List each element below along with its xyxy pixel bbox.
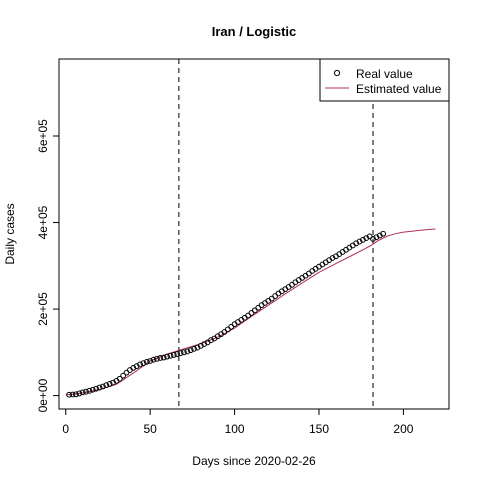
real-value-point	[137, 361, 143, 368]
real-value-point	[69, 391, 76, 398]
x-tick-label: 200	[393, 422, 413, 436]
chart-title: Iran / Logistic	[212, 24, 297, 39]
y-tick-label: 4e+05	[36, 205, 50, 239]
estimated-value-line	[65, 228, 436, 396]
x-tick-label: 0	[62, 422, 69, 436]
real-value-point	[66, 391, 73, 398]
real-value-point	[106, 381, 113, 387]
real-value-point	[187, 347, 194, 354]
real-value-point	[120, 372, 127, 379]
legend-estimated-label: Estimated value	[356, 82, 442, 96]
real-value-point	[72, 391, 79, 398]
real-value-point	[170, 352, 177, 358]
legend-real-label: Real value	[356, 67, 413, 81]
real-value-point	[380, 230, 387, 237]
y-tick-label: 0e+00	[36, 378, 50, 412]
real-value-point	[184, 348, 191, 355]
real-value-point	[86, 387, 93, 394]
real-value-point	[174, 351, 181, 357]
real-value-point	[79, 389, 86, 396]
plot-frame	[58, 58, 450, 410]
real-value-point	[150, 356, 157, 363]
plot-area: 0 50 100 150 200 0e+00 2e+05 4e+05 6e+05	[36, 59, 436, 436]
y-tick-label: 6e+05	[36, 119, 50, 153]
real-value-point	[103, 382, 110, 389]
x-axis-label: Days since 2020-02-26	[192, 454, 316, 468]
real-value-point	[160, 354, 167, 361]
real-value-point	[181, 349, 187, 356]
real-value-point	[99, 383, 106, 390]
real-value-point	[116, 375, 123, 382]
x-tick-label: 150	[309, 422, 329, 436]
y-axis-label: Daily cases	[3, 203, 17, 264]
legend-real-marker	[333, 69, 341, 77]
real-value-point	[191, 345, 197, 352]
real-value-point	[164, 353, 170, 360]
x-tick-label: 50	[143, 422, 157, 436]
real-value-point	[154, 355, 160, 362]
legend-box	[319, 58, 450, 102]
real-value-point	[167, 352, 174, 359]
x-tick-label: 100	[225, 422, 245, 436]
legend: Real value Estimated value	[319, 58, 450, 102]
real-value-point	[93, 385, 100, 392]
real-value-point	[83, 388, 89, 395]
real-value-point	[157, 355, 164, 361]
real-value-point	[96, 384, 103, 391]
real-value-point	[89, 386, 96, 393]
real-value-point	[177, 350, 184, 357]
real-value-point	[76, 390, 83, 397]
real-value-point	[140, 360, 147, 367]
real-value-point	[143, 358, 150, 365]
y-tick-label: 2e+05	[36, 292, 50, 326]
real-value-point	[147, 358, 154, 364]
